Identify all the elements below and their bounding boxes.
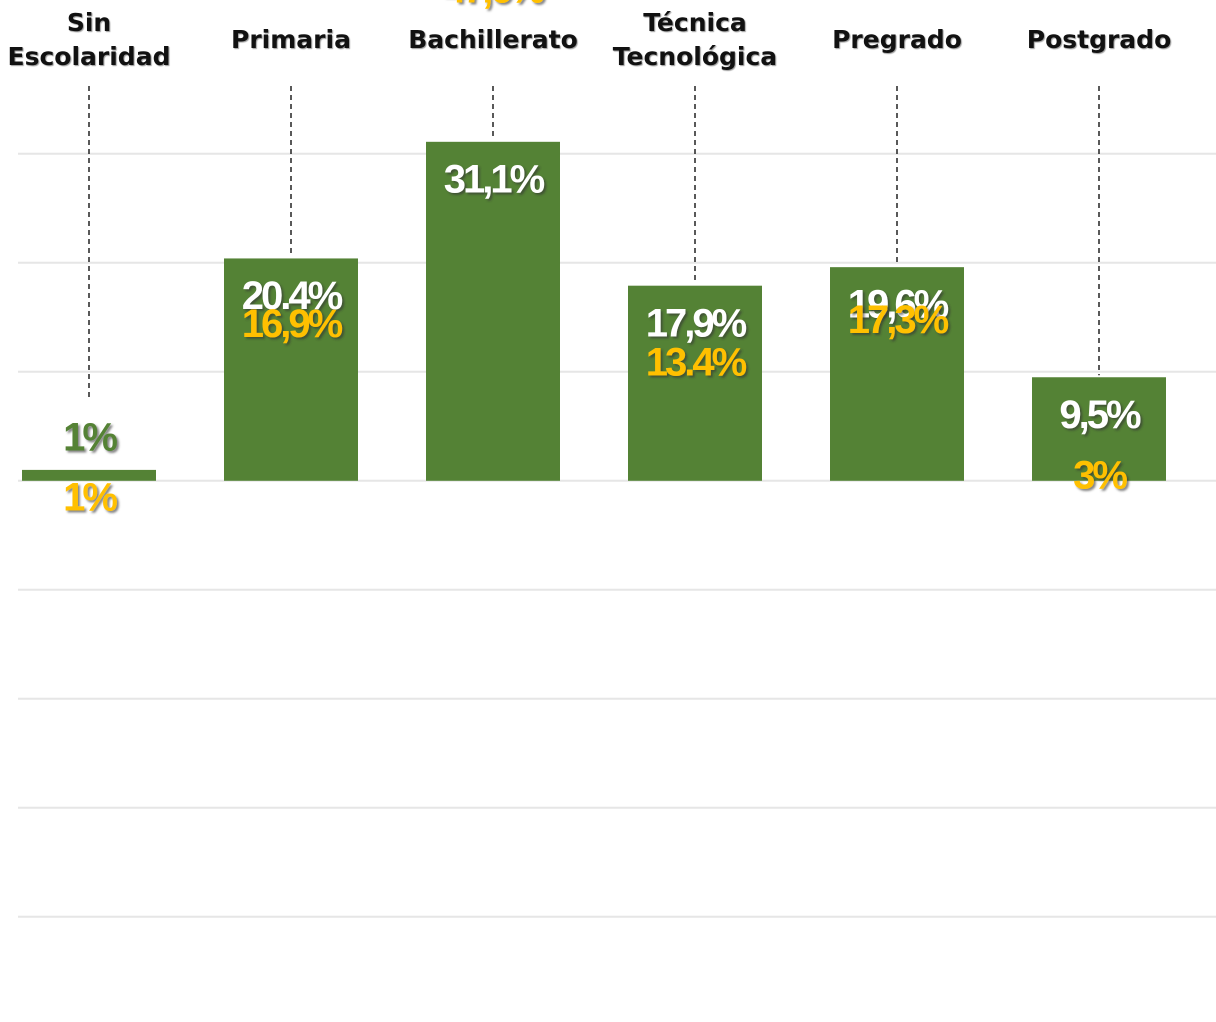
bar [224, 258, 358, 481]
bar [22, 469, 156, 481]
value-label: 3% [1073, 454, 1127, 498]
bar [426, 141, 560, 481]
category-label: Postgrado [1026, 25, 1172, 54]
category-label: Bachillerato [408, 25, 578, 54]
value-label: 1% [63, 415, 117, 459]
value-label: 13.4% [646, 340, 747, 384]
bar [830, 267, 964, 481]
bar [628, 285, 762, 481]
value-label: 20.4% [242, 274, 343, 318]
value-label: 17,9% [646, 301, 747, 345]
value-label: 17,3% [848, 298, 949, 342]
bar [1032, 377, 1166, 481]
value-label: 1% [63, 475, 117, 519]
value-label: 16,9% [242, 302, 343, 346]
category-label: Pregrado [832, 25, 962, 54]
value-label: 47,6% [444, 0, 545, 12]
value-label: 31,1% [444, 157, 545, 201]
value-label: 19,6% [848, 283, 949, 327]
value-label: 9,5% [1059, 393, 1141, 437]
category-label: Técnica Tecnológica [612, 8, 778, 71]
category-label: Primaria [231, 25, 351, 54]
category-label: Sin Escolaridad [7, 8, 171, 71]
